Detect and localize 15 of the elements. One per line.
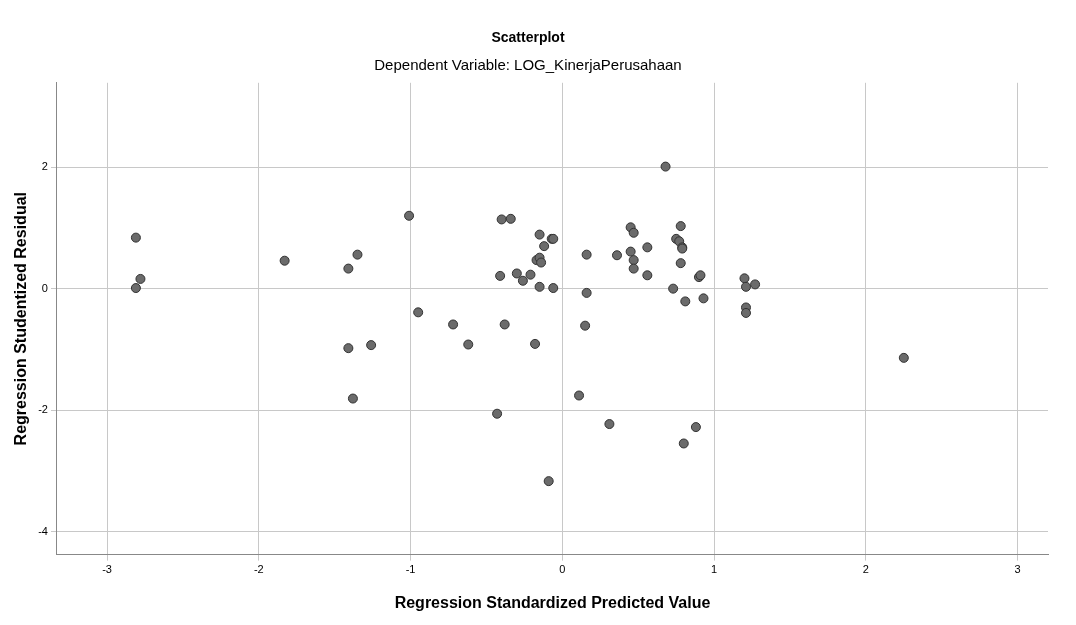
x-tick-label: 3 xyxy=(1014,563,1021,576)
x-axis-title: Regression Standardized Predicted Value xyxy=(394,593,711,611)
y-tick-label: 2 xyxy=(41,160,48,173)
y-tick-label: -2 xyxy=(38,403,48,416)
chart-subtitle: Dependent Variable: LOG_KinerjaPerusahaan xyxy=(374,55,682,73)
y-tick-label: 0 xyxy=(41,281,48,294)
x-tick-label: -1 xyxy=(405,563,416,576)
x-tick-label: 1 xyxy=(711,563,718,576)
x-tick-label: 0 xyxy=(559,563,566,576)
x-tick-label: 2 xyxy=(862,563,869,576)
y-axis-title: Regression Studentized Residual xyxy=(12,192,30,446)
y-tick-label: -4 xyxy=(38,524,48,537)
x-tick-label: -3 xyxy=(102,563,112,576)
x-tick-label: -2 xyxy=(253,563,264,576)
chart-title: Scatterplot xyxy=(491,29,565,46)
